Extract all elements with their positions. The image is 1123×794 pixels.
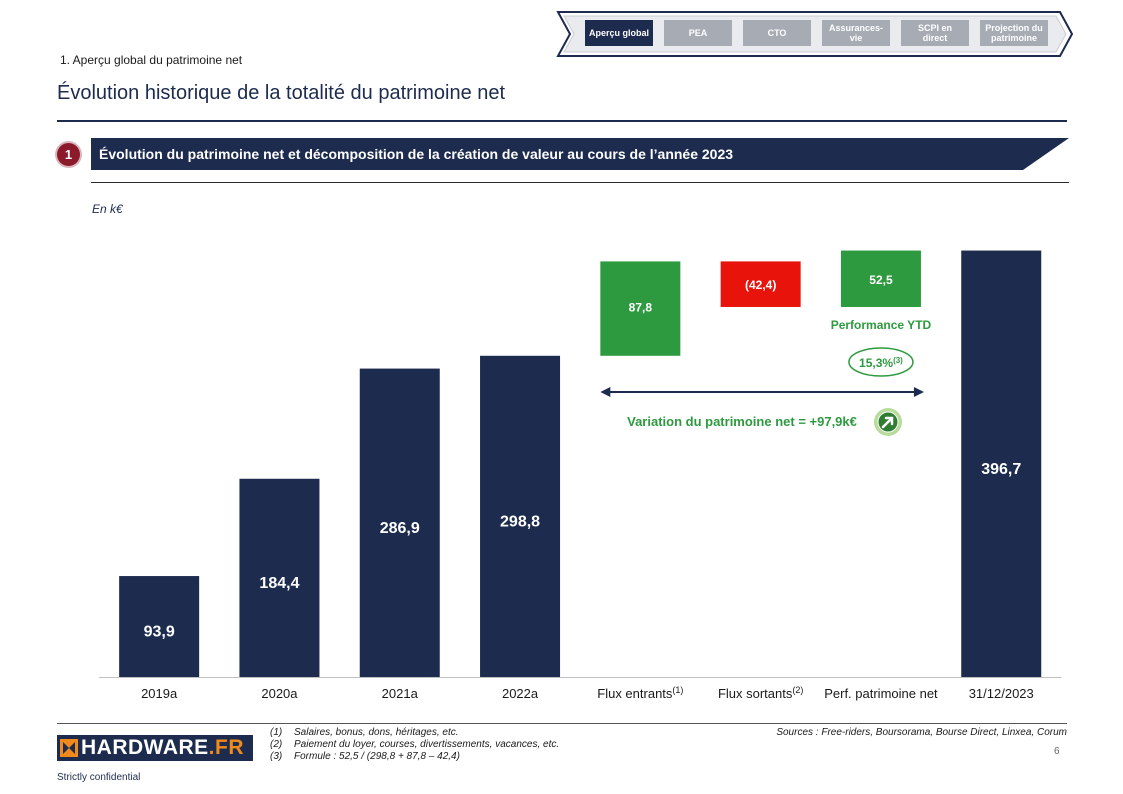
category-label: Flux entrants(1) (597, 685, 683, 701)
category-label: 2019a (141, 686, 178, 701)
data-label: 286,9 (380, 520, 420, 537)
bar-flux-sortants (720, 261, 801, 307)
bar-flux-entrants (600, 261, 681, 356)
tab-scpi-en-direct[interactable]: SCPI en direct (901, 20, 969, 46)
bar-2019a (119, 576, 200, 677)
variation-label: Variation du patrimoine net = +97,9k€ (627, 414, 857, 429)
footnotes: (1) Salaires, bonus, dons, héritages, etc… (270, 727, 559, 763)
unit-label: En k€ (92, 202, 123, 216)
bar-perf-patrimoine-net (840, 250, 921, 307)
title-divider (57, 120, 1067, 122)
tab-assurances-vie[interactable]: Assurances-vie (822, 20, 890, 46)
section-number-badge: 1 (57, 143, 80, 166)
data-label: 52,5 (869, 273, 893, 287)
category-label: 2022a (502, 686, 539, 701)
footer-divider (57, 723, 1067, 724)
performance-ytd-oval (848, 347, 914, 377)
hardware-fr-logo: HARDWARE.FR (57, 735, 253, 761)
bar-2022a (480, 355, 561, 677)
confidentiality-note: Strictly confidential (57, 772, 141, 783)
bar-31-12-2023 (961, 250, 1042, 678)
data-label: (42,4) (745, 278, 776, 292)
section-divider (91, 182, 1069, 183)
category-label: 31/12/2023 (969, 686, 1034, 701)
data-label: 396,7 (981, 461, 1021, 478)
section-banner (91, 138, 1069, 170)
tab-pea[interactable]: PEA (664, 20, 732, 46)
section-navigation: Aperçu global PEA CTO Assurances-vie SCP… (556, 10, 1074, 58)
variation-arrow-left-head (600, 387, 611, 397)
tab-cto[interactable]: CTO (743, 20, 811, 46)
category-label: 2021a (382, 686, 419, 701)
data-label: 184,4 (259, 575, 299, 592)
logo-text: HARDWARE.FR (81, 736, 244, 759)
footnote: (1) Salaires, bonus, dons, héritages, etc… (270, 727, 459, 738)
data-label: 93,9 (144, 624, 175, 641)
performance-ytd-value: 15,3%(3) (859, 356, 903, 370)
tab-projection-du-patrimoine[interactable]: Projection du patrimoine (980, 20, 1048, 46)
variation-arrow-right-head (913, 387, 924, 397)
footnote: (3) Formule : 52,5 / (298,8 + 87,8 – 42,4… (270, 751, 460, 762)
footnote: (2) Paiement du loyer, courses, divertiss… (270, 739, 560, 750)
data-label: 87,8 (629, 300, 653, 314)
up-arrow-icon-glyph (881, 416, 894, 429)
page-title: Évolution historique de la totalité du p… (57, 82, 506, 104)
performance-ytd-label: Performance YTD (831, 318, 932, 332)
sources-note: Sources : Free-riders, Boursorama, Bours… (776, 727, 1067, 738)
category-label: Flux sortants(2) (718, 685, 803, 701)
logo-mark-icon (57, 735, 81, 761)
tab-apercu-global[interactable]: Aperçu global (585, 20, 653, 46)
category-label: Perf. patrimoine net (824, 686, 938, 701)
bar-2020a (239, 478, 320, 677)
bar-2021a (359, 368, 440, 677)
category-label: 2020a (261, 686, 298, 701)
breadcrumb: 1. Aperçu global du patrimoine net (60, 53, 243, 67)
data-label: 298,8 (500, 513, 540, 530)
section-title: Évolution du patrimoine net et décomposi… (99, 146, 734, 162)
page-number: 6 (1054, 746, 1060, 757)
